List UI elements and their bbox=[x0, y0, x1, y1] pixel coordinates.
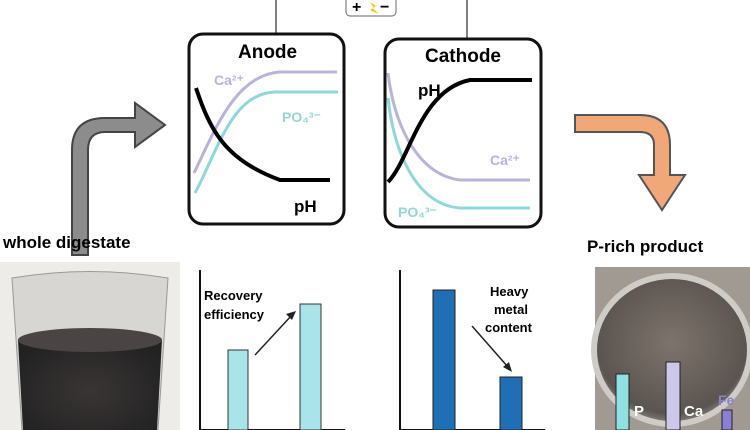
graphic-shape bbox=[18, 328, 162, 352]
ph-curve bbox=[386, 78, 532, 184]
power-plus: + bbox=[352, 0, 361, 16]
p-rich-product-label: P-rich product bbox=[587, 237, 704, 256]
po4-curve bbox=[193, 90, 338, 194]
graphic-shape bbox=[399, 270, 545, 430]
bar-ca bbox=[665, 361, 681, 430]
right-bars-0: P bbox=[634, 403, 644, 420]
bar-p bbox=[615, 373, 630, 430]
bar-after bbox=[299, 303, 322, 430]
graphic-shape bbox=[345, 0, 397, 17]
po4-curve bbox=[386, 97, 530, 210]
anode-title: Anode bbox=[238, 42, 297, 63]
graphic-shape bbox=[254, 314, 293, 356]
graphic-shape bbox=[286, 311, 296, 320]
bar-after bbox=[499, 376, 523, 430]
anode-po4: PO₄³⁻ bbox=[282, 109, 321, 125]
anode-ph: pH bbox=[294, 197, 317, 216]
bar-fe bbox=[721, 409, 733, 430]
cathode-ca: Ca²⁺ bbox=[490, 152, 520, 168]
ca-curve bbox=[386, 72, 530, 182]
ph-curve bbox=[194, 87, 330, 182]
input-arrow-icon bbox=[71, 101, 167, 256]
output-arrow-icon bbox=[574, 114, 687, 212]
bar-before bbox=[227, 349, 249, 430]
power-source-icon: + − bbox=[345, 0, 397, 17]
anode-ca: Ca²⁺ bbox=[214, 72, 244, 88]
graphic-shape bbox=[187, 32, 346, 226]
p-rich-product-photo: P Ca Fe bbox=[591, 267, 750, 430]
metal-line2: metal bbox=[494, 302, 528, 317]
circuit-wires bbox=[275, 0, 468, 40]
power-minus: − bbox=[380, 0, 389, 16]
heavy-metal-chart: Heavy metal content bbox=[399, 270, 545, 430]
cathode-po4: PO₄³⁻ bbox=[398, 204, 437, 220]
graphic-shape bbox=[199, 270, 345, 430]
graphic-shape bbox=[18, 332, 162, 430]
bar-before bbox=[432, 289, 456, 430]
ca-curve bbox=[192, 70, 337, 174]
right-bars-1: Ca bbox=[684, 403, 704, 420]
lightning-bolt-icon bbox=[370, 2, 379, 14]
metal-line3: content bbox=[485, 320, 533, 335]
cathode-ph: pH bbox=[418, 81, 441, 100]
graphic-shape bbox=[471, 325, 509, 368]
graphic-shape bbox=[503, 362, 512, 372]
metal-line1: Heavy bbox=[490, 284, 529, 299]
graphic-shape bbox=[383, 37, 543, 229]
digestate-beaker-photo bbox=[0, 262, 180, 430]
right-bars-2: Fe bbox=[718, 392, 735, 408]
cathode-panel: Cathode pH Ca²⁺ PO₄³⁻ bbox=[383, 37, 543, 229]
whole-digestate-label: whole digestate bbox=[2, 233, 131, 252]
recovery-line1: Recovery bbox=[204, 288, 263, 303]
recovery-line2: efficiency bbox=[204, 307, 265, 322]
anode-panel: Anode Ca²⁺ PO₄³⁻ pH bbox=[187, 32, 346, 226]
cathode-title: Cathode bbox=[425, 46, 501, 67]
recovery-efficiency-chart: Recovery efficiency bbox=[199, 270, 345, 430]
